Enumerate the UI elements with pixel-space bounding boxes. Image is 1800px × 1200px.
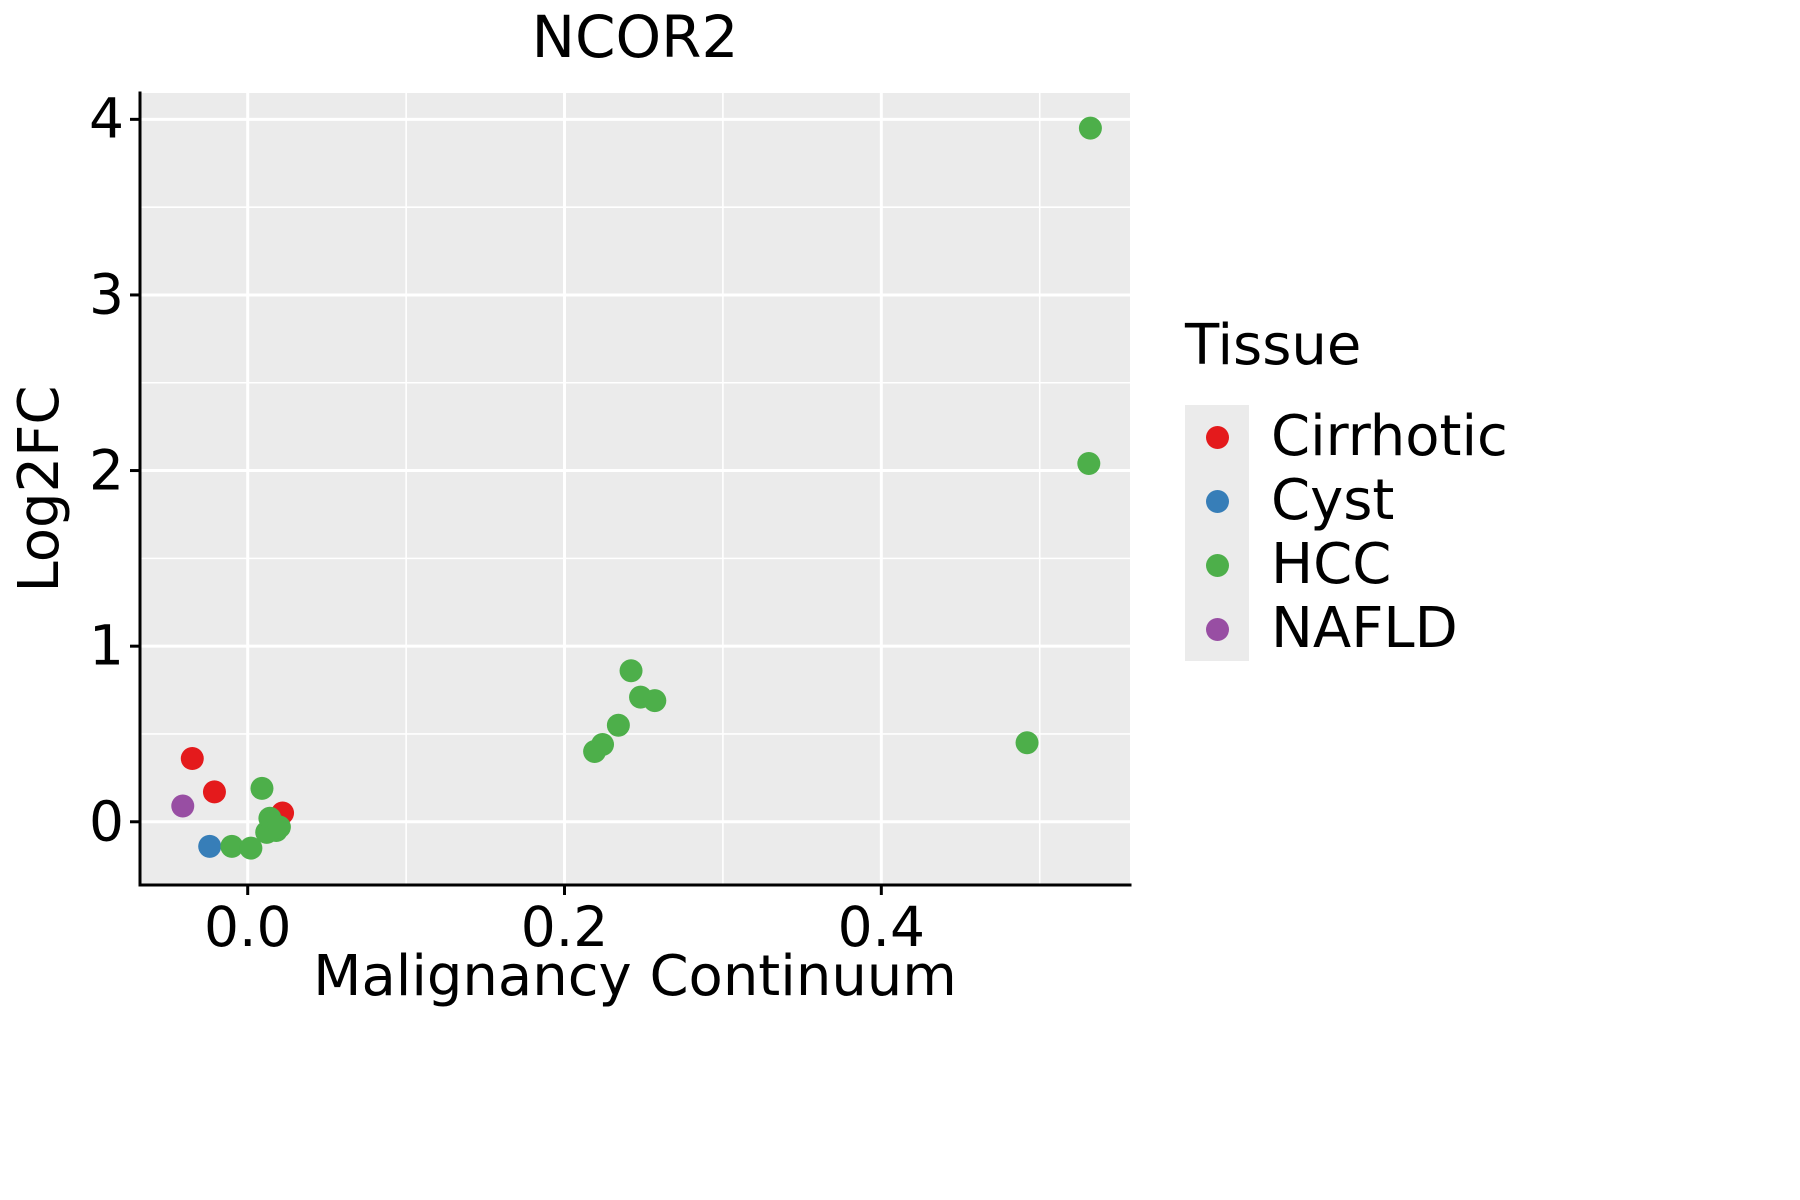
x-tick-label: 0.0 — [203, 895, 292, 959]
data-point-cirrhotic — [180, 747, 204, 771]
legend-item-hcc: HCC — [1185, 532, 1508, 598]
legend-key — [1185, 405, 1249, 470]
y-tick-label: 0 — [89, 789, 124, 854]
x-axis-title: Malignancy Continuum — [313, 944, 957, 1009]
data-point-hcc — [250, 776, 274, 800]
data-point-nafld — [171, 794, 195, 818]
data-point-hcc — [606, 713, 630, 737]
data-point-hcc — [220, 834, 244, 858]
data-point-cyst — [198, 834, 222, 858]
data-point-hcc — [1077, 452, 1101, 476]
y-axis-title: Log2FC — [7, 385, 72, 593]
legend-key — [1185, 533, 1249, 598]
legend-items: Cirrhotic Cyst HCC NAFLD — [1185, 404, 1508, 662]
legend-item-cirrhotic: Cirrhotic — [1185, 404, 1508, 470]
legend: Tissue Cirrhotic Cyst HCC NAFLD — [1185, 312, 1508, 662]
data-point-hcc — [239, 836, 263, 860]
data-point-hcc — [1015, 731, 1039, 755]
legend-label: Cirrhotic — [1271, 404, 1508, 470]
chart-title: NCOR2 — [531, 3, 739, 71]
legend-dot-icon — [1205, 553, 1229, 577]
y-tick-label: 4 — [89, 86, 124, 151]
panel-background — [140, 93, 1130, 885]
legend-item-cyst: Cyst — [1185, 468, 1508, 534]
data-point-hcc — [643, 689, 667, 713]
legend-dot-icon — [1205, 489, 1229, 513]
data-point-hcc — [591, 733, 615, 757]
legend-dot-icon — [1205, 425, 1229, 449]
y-tick-label: 3 — [89, 262, 124, 327]
legend-key — [1185, 597, 1249, 662]
x-tick-label: 0.4 — [837, 895, 926, 959]
y-tick-label: 2 — [89, 438, 124, 503]
legend-dot-icon — [1205, 617, 1229, 641]
legend-item-nafld: NAFLD — [1185, 596, 1508, 662]
legend-label: Cyst — [1271, 468, 1395, 534]
data-point-hcc — [1078, 116, 1102, 140]
legend-label: HCC — [1271, 532, 1392, 598]
data-point-cirrhotic — [202, 780, 226, 804]
legend-key — [1185, 469, 1249, 534]
x-tick-label: 0.2 — [520, 895, 609, 959]
legend-title: Tissue — [1185, 313, 1362, 378]
data-point-hcc — [619, 659, 643, 683]
legend-label: NAFLD — [1271, 596, 1458, 662]
data-point-hcc — [267, 815, 291, 839]
y-tick-label: 1 — [89, 613, 124, 678]
